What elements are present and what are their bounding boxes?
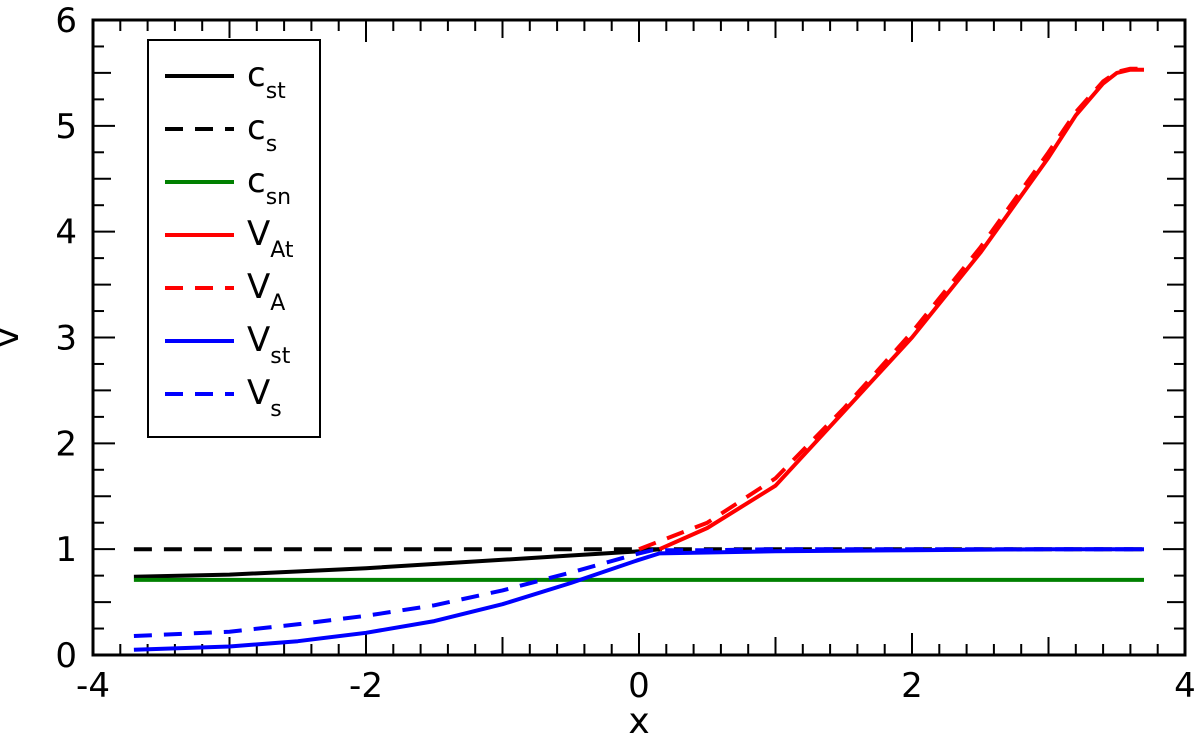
x-tick-label: -2 [349,666,383,706]
plot-frame [91,18,1187,657]
y-tick-label: 6 [55,1,77,41]
legend-label: VA [247,267,285,316]
series-line-v-s [133,547,1144,638]
legend-label: VAt [247,214,294,263]
y-tick-label: 4 [55,213,77,253]
x-tick-label: -4 [76,666,110,706]
legend-box [147,39,321,438]
legend-label: Vs [247,373,282,422]
y-tick-label: 5 [55,107,77,147]
legend-label: cst [247,55,286,104]
x-axis-title: x [628,701,649,737]
series-layer [133,66,1144,652]
x-tick-label: 0 [628,666,650,706]
y-tick-label: 0 [55,636,77,676]
y-axis-title: v [0,327,27,348]
x-tick-label: 4 [1174,666,1196,706]
y-tick-label: 1 [55,530,77,570]
series-line-v-A [638,66,1144,552]
series-line-c-st [133,547,660,579]
y-tick-label: 3 [55,319,77,359]
x-tick-label: 2 [901,666,923,706]
tick-labels: -4 -2 0 2 4 0 1 2 3 4 5 6 [55,1,1195,706]
legend-label: csn [247,161,291,210]
series-line-v-At [658,67,1144,552]
legend-label: Vst [247,320,291,369]
y-tick-label: 2 [55,424,77,464]
legend-label: cs [247,108,277,157]
